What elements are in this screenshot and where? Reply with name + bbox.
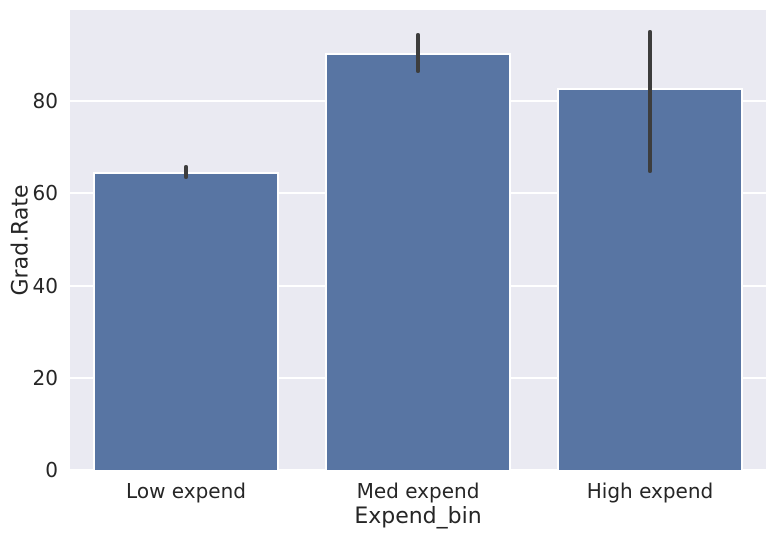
bar-med-expend [325,52,511,470]
y-tick-label-60: 60 [32,181,58,206]
bar-low-expend [93,171,279,470]
error-bar-high-expend [647,29,653,174]
x-tick-label-low-expend: Low expend [126,479,246,503]
y-tick-label-80: 80 [32,89,58,114]
plot-area [70,10,766,470]
y-axis-label: Grad.Rate [8,184,34,296]
y-tick-label-20: 20 [32,365,58,390]
error-bar-med-expend [415,33,421,73]
x-axis-label: Expend_bin [354,504,482,529]
bar-high-expend [557,87,743,470]
y-tick-label-40: 40 [32,273,58,298]
y-tick-label-0: 0 [45,458,58,482]
x-tick-label-med-expend: Med expend [356,479,480,503]
x-tick-label-high-expend: High expend [586,479,714,503]
error-bar-low-expend [183,164,189,180]
